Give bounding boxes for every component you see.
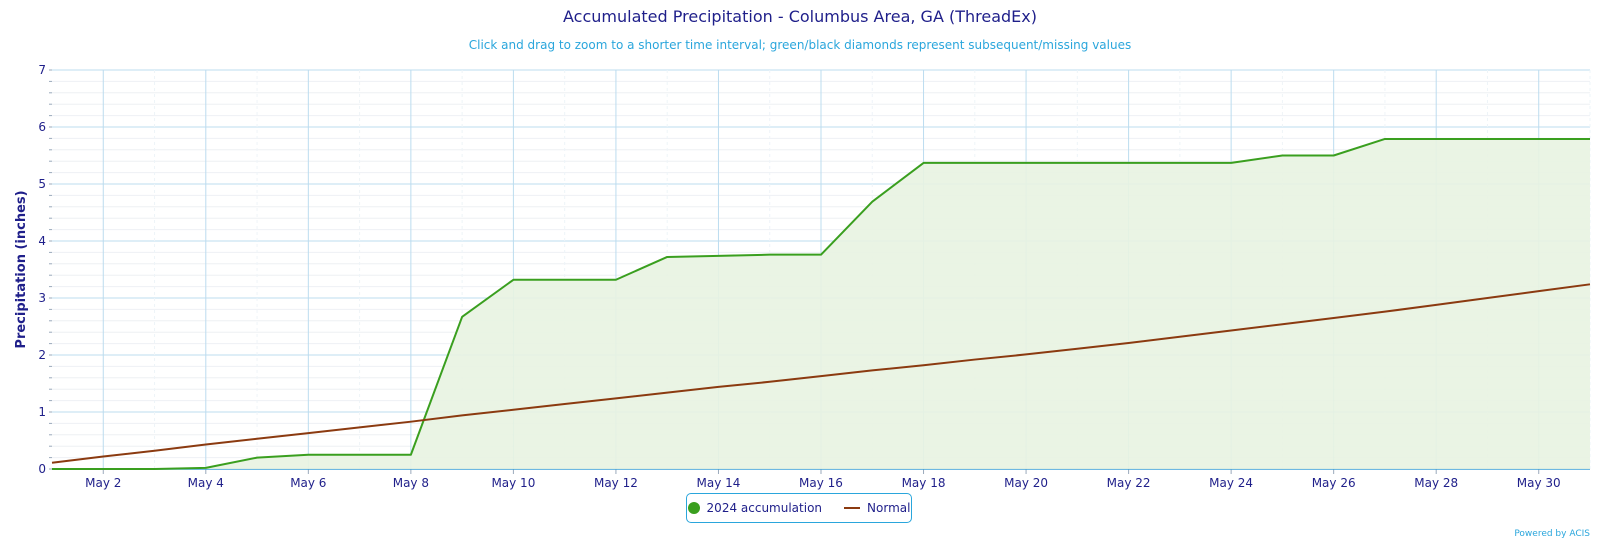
y-tick-label: 4 — [38, 234, 46, 248]
accumulation-line — [52, 137, 1590, 470]
legend-marker-accumulation — [687, 502, 700, 514]
x-tick-label: May 2 — [85, 476, 121, 490]
y-tick-label: 6 — [38, 120, 46, 134]
y-tick-label: 0 — [38, 462, 46, 476]
x-tick-label: May 10 — [491, 476, 535, 490]
x-tick-label: May 22 — [1107, 476, 1151, 490]
y-tick-label: 3 — [38, 291, 46, 305]
x-tick-label: May 28 — [1414, 476, 1458, 490]
x-tick-label: May 8 — [393, 476, 429, 490]
x-tick-label: May 14 — [697, 476, 741, 490]
y-axis-title: Precipitation (inches) — [14, 190, 29, 348]
x-tick-label: May 12 — [594, 476, 638, 490]
legend-item-normal[interactable]: Normal — [844, 501, 910, 515]
y-tick-label: 2 — [38, 348, 46, 362]
x-tick-label: May 30 — [1517, 476, 1561, 490]
x-tick-label: May 4 — [188, 476, 224, 490]
legend-label-accumulation: 2024 accumulation — [706, 501, 823, 515]
y-tick-label: 5 — [38, 177, 46, 191]
chart-subtitle: Click and drag to zoom to a shorter time… — [468, 38, 1132, 52]
x-tick-label: May 16 — [799, 476, 843, 490]
credits-link[interactable]: Powered by ACIS — [1514, 529, 1590, 539]
x-tick-label: May 26 — [1312, 476, 1356, 490]
y-tick-label: 1 — [38, 405, 46, 419]
x-tick-label: May 24 — [1209, 476, 1253, 490]
x-tick-label: May 18 — [902, 476, 946, 490]
normal-line — [51, 283, 1591, 464]
legend-item-accumulation[interactable]: 2024 accumulation — [687, 501, 823, 515]
x-tick-label: May 6 — [290, 476, 326, 490]
chart-title: Accumulated Precipitation - Columbus Are… — [563, 7, 1037, 26]
y-tick-label: 7 — [38, 63, 46, 77]
legend-label-normal: Normal — [867, 501, 911, 515]
x-tick-label: May 20 — [1004, 476, 1048, 490]
legend-marker-normal — [844, 507, 861, 509]
chart-legend: 2024 accumulation Normal — [686, 493, 912, 523]
